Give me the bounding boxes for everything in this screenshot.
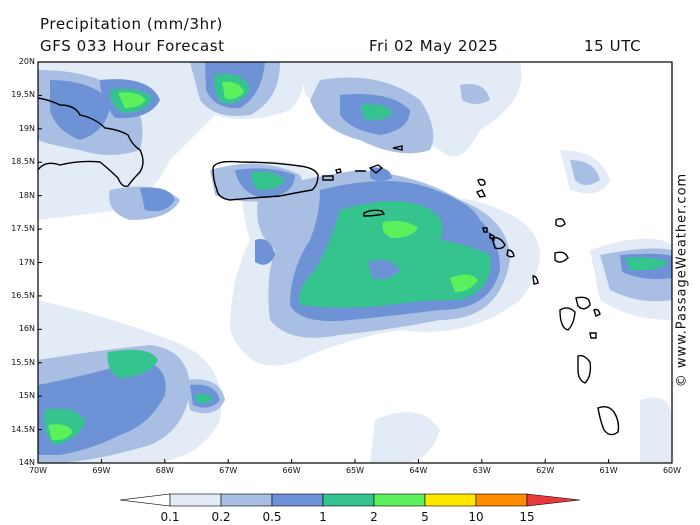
lon-label: 65W — [345, 466, 365, 475]
lat-label: 15.5N — [11, 357, 35, 367]
lat-label: 17N — [18, 257, 35, 267]
montserrat — [489, 232, 495, 242]
legend-tick: 15 — [519, 510, 535, 524]
guadeloupe-a — [506, 249, 515, 258]
lat-label: 14.5N — [11, 424, 35, 434]
legend-tick: 10 — [468, 510, 484, 524]
lat-label: 18.5N — [11, 157, 35, 167]
legend-swatch — [424, 493, 477, 507]
barbuda — [475, 189, 487, 198]
grenadines — [589, 332, 597, 339]
lat-label: 18N — [18, 190, 35, 200]
anguilla — [392, 145, 403, 151]
lon-label: 60W — [662, 466, 682, 475]
lon-label: 66W — [282, 466, 301, 475]
map-title: Precipitation (mm/3hr) — [40, 15, 223, 33]
lon-label: 63W — [472, 466, 491, 475]
trinidad-tobago — [597, 405, 620, 436]
dominica — [532, 275, 539, 285]
hispaniola-coast — [37, 97, 144, 188]
legend-swatch — [322, 493, 375, 507]
lat-label: 19.5N — [11, 90, 35, 100]
legend-tick: 2 — [370, 510, 378, 524]
legend-low-arrow — [119, 493, 171, 507]
martinique — [554, 251, 569, 263]
lat-label: 16.5N — [11, 290, 35, 300]
antigua — [491, 236, 506, 250]
legend-swatch — [220, 493, 273, 507]
lon-label: 67W — [219, 466, 238, 475]
barbados — [577, 354, 592, 384]
stmartin — [477, 178, 486, 187]
puerto-rico-coast — [212, 160, 319, 201]
lat-label: 15N — [18, 391, 35, 401]
lat-label: 17.5N — [11, 224, 35, 234]
lat-label: 16N — [18, 324, 35, 334]
lon-label: 69W — [92, 466, 111, 475]
culebra — [335, 168, 342, 174]
legend-high-arrow — [526, 493, 581, 507]
lon-label: 70W — [28, 466, 48, 475]
vieques — [322, 175, 334, 181]
legend-swatch — [169, 493, 222, 507]
virgin-islands — [355, 164, 384, 174]
legend-tick: 1 — [319, 510, 327, 524]
lon-label: 64W — [409, 466, 428, 475]
legend-tick: 5 — [421, 510, 429, 524]
saint-vincent — [593, 308, 601, 317]
guadeloupe — [555, 217, 566, 227]
lat-label: 20N — [18, 57, 35, 66]
legend-swatch — [475, 493, 528, 507]
lon-label: 62W — [536, 466, 555, 475]
forecast-subtitle: GFS 033 Hour Forecast — [40, 37, 225, 55]
saint-lucia-a — [575, 296, 591, 310]
precip-field — [38, 62, 672, 463]
st-croix — [363, 209, 386, 217]
saint-kitts — [482, 227, 488, 233]
forecast-time: 15 UTC — [584, 37, 642, 55]
legend-tick: 0.2 — [211, 510, 231, 524]
lon-label: 61W — [599, 466, 618, 475]
coastlines — [37, 97, 620, 436]
lat-label: 19N — [18, 123, 35, 133]
legend-tick: 0.5 — [262, 510, 282, 524]
saint-lucia — [559, 307, 576, 331]
lon-label: 68W — [155, 466, 174, 475]
legend-swatch — [373, 493, 426, 507]
lat-label: 14N — [18, 458, 35, 467]
legend-tick: 0.1 — [160, 510, 180, 524]
forecast-date: Fri 02 May 2025 — [369, 37, 499, 55]
legend-swatch — [271, 493, 324, 507]
axis-ticks — [37, 61, 673, 464]
